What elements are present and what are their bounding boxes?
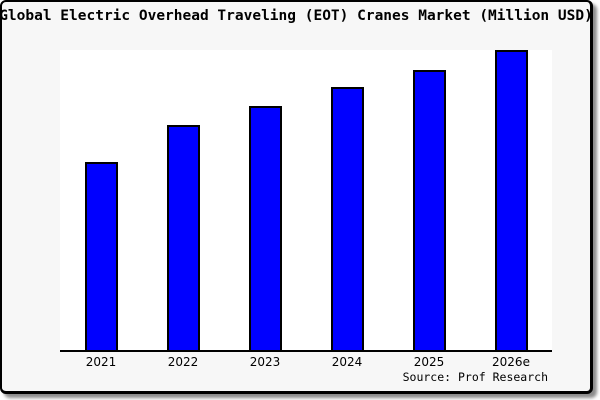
bar-2022 — [166, 125, 200, 350]
plot-area — [60, 50, 552, 350]
bar-2024 — [330, 87, 364, 350]
x-tick-label-2022: 2022 — [167, 355, 199, 369]
bar-2021 — [84, 162, 118, 350]
chart-frame: Global Electric Overhead Traveling (EOT)… — [0, 0, 593, 394]
x-axis-line — [60, 350, 552, 352]
x-tick-label-2025: 2025 — [413, 355, 445, 369]
chart-title: Global Electric Overhead Traveling (EOT)… — [0, 8, 593, 24]
x-tick-label-2026e: 2026e — [492, 355, 530, 369]
x-tick-label-2023: 2023 — [249, 355, 281, 369]
x-tick-label-2024: 2024 — [331, 355, 363, 369]
bar-2025 — [412, 70, 446, 350]
bar-2026e — [494, 50, 528, 350]
source-credit: Source: Prof Research — [402, 370, 548, 384]
bars-container — [60, 50, 552, 350]
x-tick-label-2021: 2021 — [85, 355, 117, 369]
x-axis-labels: 2021 2022 2023 2024 2025 2026e — [60, 355, 552, 369]
bar-2023 — [248, 106, 282, 350]
